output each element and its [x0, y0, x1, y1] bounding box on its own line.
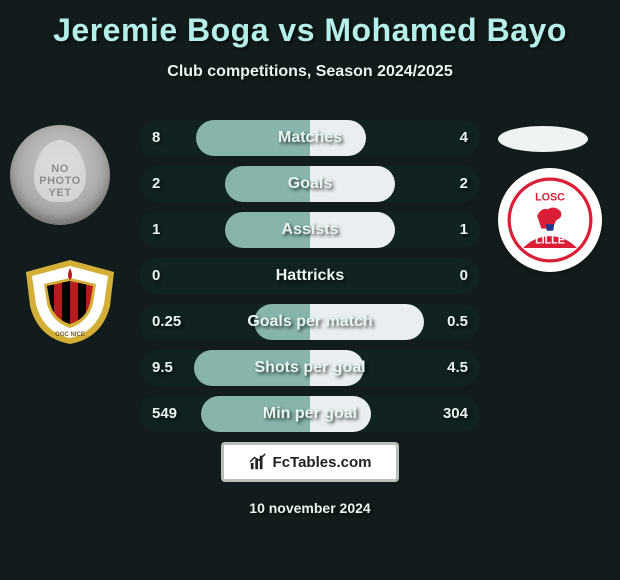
chart-row: 0.250.5Goals per match [140, 304, 480, 340]
bar-right [310, 396, 371, 432]
bar-left [225, 212, 310, 248]
value-left: 0 [152, 258, 160, 294]
bar-right [310, 212, 395, 248]
value-right: 1 [460, 212, 468, 248]
player-right-avatar [498, 126, 588, 152]
bar-right [310, 120, 366, 156]
value-right: 0 [460, 258, 468, 294]
footer-brand-badge[interactable]: FcTables.com [221, 442, 399, 482]
bar-right [310, 350, 364, 386]
bar-left [254, 304, 310, 340]
page-title: Jeremie Boga vs Mohamed Bayo [0, 0, 620, 49]
value-right: 4 [460, 120, 468, 156]
bar-right [310, 304, 424, 340]
value-left: 9.5 [152, 350, 173, 386]
chart-row: 9.54.5Shots per goal [140, 350, 480, 386]
value-left: 2 [152, 166, 160, 202]
svg-text:LILLE: LILLE [535, 235, 565, 247]
bar-right [310, 166, 395, 202]
value-right: 0.5 [447, 304, 468, 340]
chart-row: 11Assists [140, 212, 480, 248]
value-left: 549 [152, 396, 177, 432]
no-photo-label: NOPHOTOYET [10, 163, 110, 199]
metric-label: Hattricks [140, 258, 480, 294]
bar-left [194, 350, 310, 386]
value-right: 4.5 [447, 350, 468, 386]
page-subtitle: Club competitions, Season 2024/2025 [0, 49, 620, 81]
value-right: 304 [443, 396, 468, 432]
chart-row: 22Goals [140, 166, 480, 202]
comparison-chart: 84Matches22Goals11Assists00Hattricks0.25… [140, 120, 480, 442]
value-left: 0.25 [152, 304, 181, 340]
bar-left [196, 120, 310, 156]
chart-icon [249, 453, 267, 471]
value-right: 2 [460, 166, 468, 202]
club-crest-left: OGC NICE [20, 258, 120, 346]
chart-row: 549304Min per goal [140, 396, 480, 432]
footer-brand-label: FcTables.com [273, 454, 372, 471]
value-left: 1 [152, 212, 160, 248]
value-left: 8 [152, 120, 160, 156]
svg-text:OGC NICE: OGC NICE [55, 332, 85, 338]
svg-text:LOSC: LOSC [535, 192, 565, 204]
footer-date: 10 november 2024 [0, 500, 620, 516]
player-left-avatar: NOPHOTOYET [10, 125, 110, 225]
bar-left [201, 396, 310, 432]
chart-row: 84Matches [140, 120, 480, 156]
club-crest-right: LOSC LILLE [498, 168, 602, 272]
chart-row: 0 0Hattricks [140, 258, 480, 294]
bar-left [225, 166, 310, 202]
